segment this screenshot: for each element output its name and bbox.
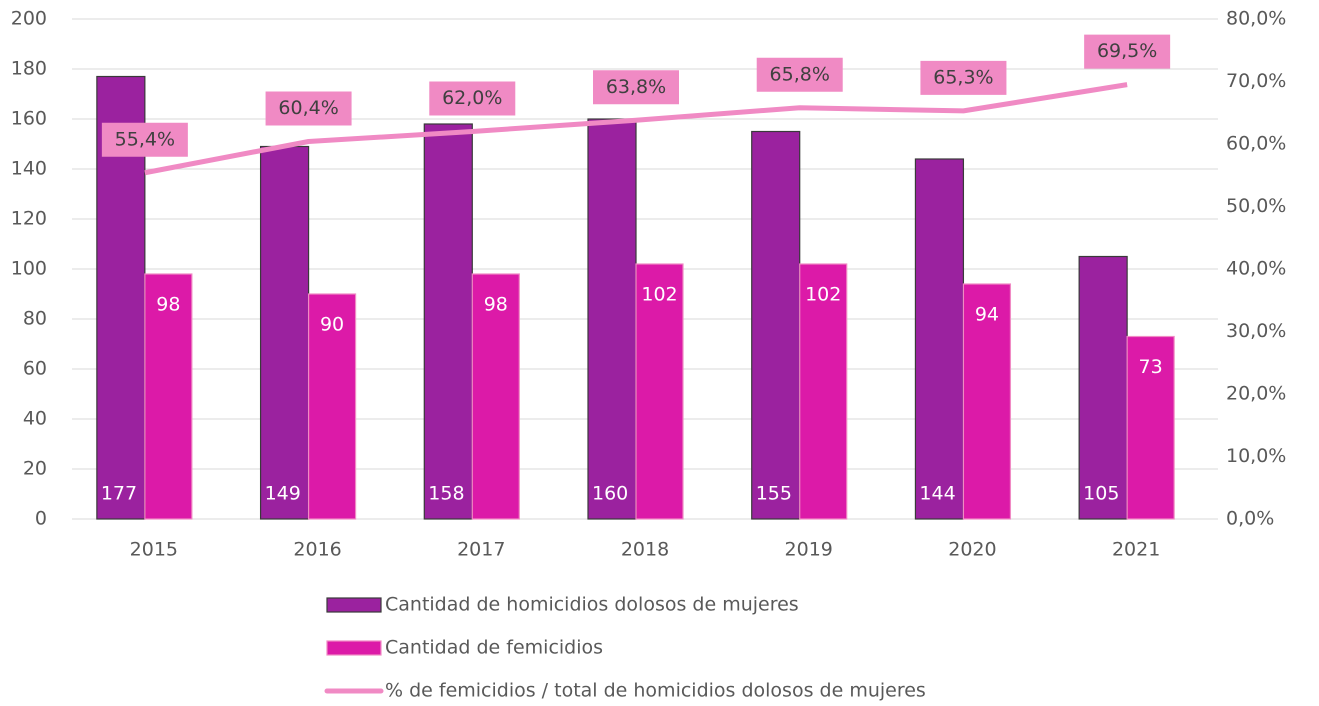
y-tick-label: 80 bbox=[23, 308, 47, 330]
data-label: 94 bbox=[975, 304, 999, 326]
bar bbox=[962, 283, 1012, 520]
data-label: 69,5% bbox=[1097, 40, 1157, 62]
bar bbox=[423, 123, 473, 520]
y2-tick-label: 10,0% bbox=[1226, 445, 1286, 467]
bar bbox=[144, 273, 193, 520]
x-tick-label: 2015 bbox=[130, 539, 178, 561]
legend-label: Cantidad de homicidios dolosos de mujere… bbox=[385, 594, 799, 616]
bar bbox=[307, 293, 357, 520]
y2-tick-label: 70,0% bbox=[1226, 70, 1286, 92]
data-label: 60,4% bbox=[278, 97, 338, 119]
data-label: 63,8% bbox=[606, 76, 666, 98]
x-tick-label: 2017 bbox=[457, 539, 505, 561]
data-label-box bbox=[265, 91, 352, 126]
bar bbox=[799, 263, 848, 520]
legend-label: % de femicidios / total de homicidios do… bbox=[385, 680, 926, 702]
data-label: 105 bbox=[1083, 483, 1119, 505]
bar bbox=[259, 145, 310, 520]
x-tick-label: 2016 bbox=[293, 539, 341, 561]
data-label: 102 bbox=[641, 284, 677, 306]
y2-tick-label: 20,0% bbox=[1226, 383, 1286, 405]
data-label: 55,4% bbox=[115, 128, 175, 150]
data-label: 73 bbox=[1139, 356, 1163, 378]
data-label: 90 bbox=[320, 314, 344, 336]
y-tick-label: 40 bbox=[23, 408, 47, 430]
bar bbox=[587, 118, 637, 520]
data-label: 98 bbox=[484, 294, 508, 316]
data-label-box bbox=[920, 60, 1007, 95]
data-label-box bbox=[1084, 34, 1171, 69]
data-label: 158 bbox=[428, 483, 464, 505]
y-tick-label: 120 bbox=[11, 208, 47, 230]
y-tick-label: 180 bbox=[11, 58, 47, 80]
legend-swatch bbox=[326, 640, 382, 656]
y2-tick-label: 40,0% bbox=[1226, 258, 1286, 280]
y-tick-label: 60 bbox=[23, 358, 47, 380]
data-label: 62,0% bbox=[442, 87, 502, 109]
x-tick-label: 2020 bbox=[948, 539, 996, 561]
x-tick-label: 2018 bbox=[621, 539, 669, 561]
y-tick-label: 100 bbox=[11, 258, 47, 280]
bar bbox=[1126, 335, 1175, 520]
data-label: 160 bbox=[592, 483, 628, 505]
y-tick-label: 160 bbox=[11, 108, 47, 130]
data-label: 144 bbox=[919, 483, 955, 505]
bar bbox=[751, 130, 801, 520]
bar bbox=[914, 158, 965, 520]
data-label: 102 bbox=[805, 284, 841, 306]
y2-tick-label: 50,0% bbox=[1226, 195, 1286, 217]
y-tick-label: 140 bbox=[11, 158, 47, 180]
data-label: 65,3% bbox=[933, 66, 993, 88]
x-tick-label: 2021 bbox=[1112, 539, 1160, 561]
data-label-box bbox=[429, 81, 516, 116]
data-label-box bbox=[593, 70, 679, 105]
y2-tick-label: 80,0% bbox=[1226, 8, 1286, 30]
data-label: 155 bbox=[756, 483, 792, 505]
line bbox=[144, 82, 1128, 176]
legend-swatch bbox=[326, 597, 382, 613]
data-label-box bbox=[756, 57, 843, 92]
y-tick-label: 20 bbox=[23, 458, 47, 480]
legend-label: Cantidad de femicidios bbox=[385, 637, 603, 659]
bar bbox=[471, 273, 520, 520]
bar bbox=[635, 263, 684, 520]
y-tick-label: 200 bbox=[11, 8, 47, 30]
data-label: 149 bbox=[265, 483, 301, 505]
bar bbox=[1078, 255, 1128, 520]
y2-tick-label: 0,0% bbox=[1226, 508, 1274, 530]
data-label: 98 bbox=[156, 294, 180, 316]
y2-tick-label: 30,0% bbox=[1226, 320, 1286, 342]
y2-tick-label: 60,0% bbox=[1226, 133, 1286, 155]
y-tick-label: 0 bbox=[35, 508, 47, 530]
x-tick-label: 2019 bbox=[785, 539, 833, 561]
data-label: 65,8% bbox=[770, 63, 830, 85]
data-label-box bbox=[101, 122, 188, 157]
data-label: 177 bbox=[101, 483, 137, 505]
